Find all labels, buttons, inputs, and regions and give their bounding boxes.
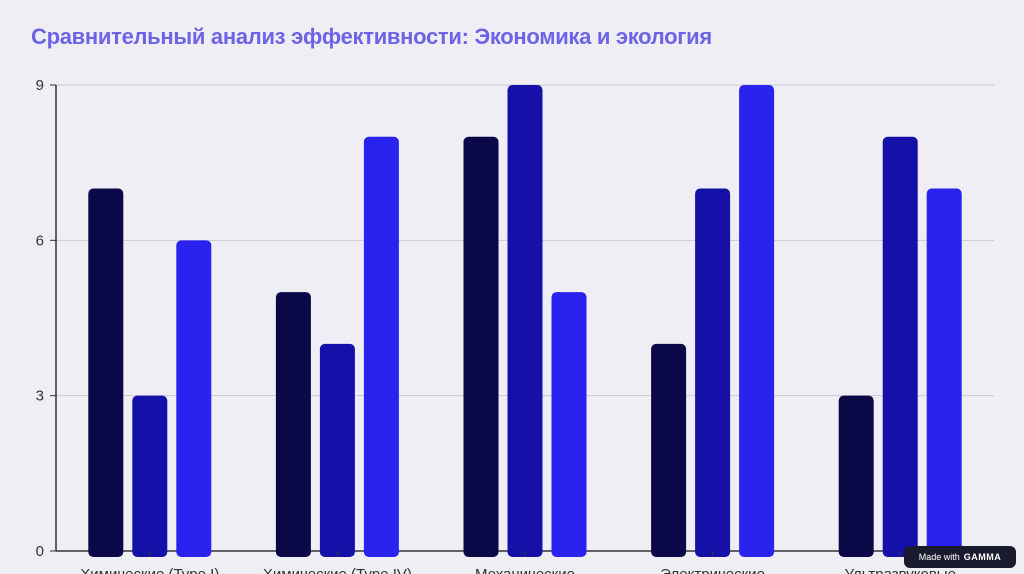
y-tick-label: 6: [36, 232, 44, 249]
bar: [507, 85, 543, 557]
y-tick-label: 0: [36, 543, 44, 560]
bar: [882, 136, 918, 557]
x-tick-label: Химические (Type I): [80, 566, 219, 574]
badge-prefix: Made with: [918, 552, 960, 562]
bar: [838, 395, 874, 557]
bar: [651, 343, 687, 557]
bar: [275, 292, 311, 557]
x-tick-label: Ультразвуковые: [844, 566, 956, 574]
bar: [739, 85, 775, 557]
bar: [463, 136, 499, 557]
x-tick-label: Электрические: [660, 566, 765, 574]
x-tick-label: Химические (Type IV): [263, 566, 412, 574]
x-tick-label: Механические: [475, 566, 575, 574]
chart-title: Сравнительный анализ эффективности: Экон…: [31, 24, 712, 49]
bar: [695, 188, 731, 558]
made-with-gamma-badge[interactable]: Made with GAMMA: [904, 546, 1016, 568]
bar: [132, 395, 168, 557]
y-tick-label: 9: [36, 77, 44, 94]
y-tick-label: 3: [36, 388, 44, 405]
badge-brand: GAMMA: [963, 552, 1002, 562]
bar: [926, 188, 962, 558]
bar: [88, 188, 124, 558]
bar: [319, 343, 355, 557]
bar: [176, 240, 212, 558]
bar: [551, 292, 587, 557]
bar: [363, 136, 399, 557]
